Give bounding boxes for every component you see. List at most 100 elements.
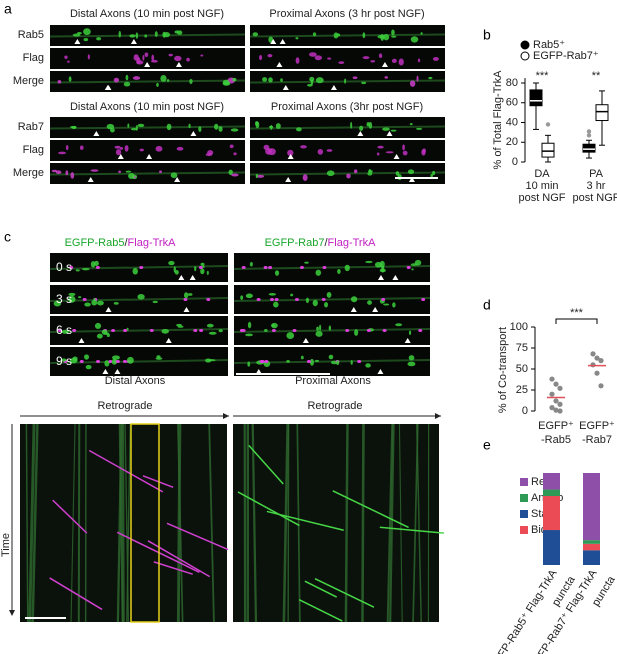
punctum (125, 74, 129, 81)
punctum (362, 56, 370, 60)
punctum (160, 75, 167, 82)
punctum (111, 358, 118, 365)
punctum (188, 123, 191, 129)
direction-label: Retrograde (307, 400, 362, 412)
punctum (83, 28, 91, 36)
punctum (314, 359, 320, 362)
row-label: Flag (23, 52, 44, 64)
arrowhead (190, 131, 197, 136)
y-tick-label: 75 (516, 342, 528, 354)
x-tick-label: DA (534, 168, 550, 180)
punctum (139, 148, 144, 152)
significance-bracket (555, 318, 598, 324)
punctum (57, 79, 62, 84)
punctum (198, 266, 203, 269)
y-tick-label: 100 (510, 321, 528, 333)
punctum (290, 293, 294, 297)
punctum (198, 126, 202, 132)
punctum (166, 79, 170, 82)
punctum (58, 329, 63, 332)
punctum (310, 79, 314, 86)
punctum (155, 357, 163, 360)
kymo-track (361, 423, 365, 623)
arrowhead (408, 177, 415, 182)
punctum (123, 329, 128, 332)
column-header: Distal Axons (10 min post NGF) (70, 101, 224, 113)
kymo-track (77, 423, 81, 623)
kymo-track (296, 423, 301, 623)
punctum (61, 329, 69, 334)
punctum (206, 323, 214, 328)
punctum (302, 174, 308, 182)
y-tick-label: 0 (522, 405, 528, 417)
punctum (111, 329, 116, 332)
punctum (417, 58, 421, 63)
punctum (268, 36, 274, 43)
arrow-head (223, 413, 229, 419)
punctum (112, 355, 120, 360)
axon (49, 328, 229, 333)
bar-segment (543, 489, 560, 496)
panel-letter: d (483, 297, 491, 313)
punctum (58, 151, 67, 155)
legend-marker (520, 51, 530, 61)
punctum (270, 298, 275, 301)
kymo-track (166, 522, 229, 551)
punctum (365, 363, 371, 368)
punctum (75, 269, 80, 272)
row-label: Merge (13, 167, 44, 179)
punctum (350, 360, 353, 365)
arrowhead (130, 39, 137, 44)
punctum (126, 356, 134, 364)
kymo-track (386, 423, 394, 623)
punctum (144, 34, 148, 38)
punctum (128, 173, 135, 180)
arrowhead (165, 338, 172, 343)
punctum (126, 327, 129, 331)
punctum (326, 170, 335, 177)
punctum (163, 32, 171, 38)
punctum (240, 295, 244, 300)
punctum (152, 300, 158, 304)
punctum (391, 58, 397, 63)
highlight (130, 423, 160, 623)
channel-label-part: / (124, 237, 128, 249)
punctum (168, 53, 173, 57)
punctum (381, 298, 386, 301)
punctum (132, 267, 138, 275)
panel-letter: b (483, 27, 491, 43)
punctum (407, 361, 416, 367)
punctum (421, 149, 426, 156)
punctum (402, 150, 408, 156)
punctum (79, 145, 84, 150)
arrowhead (117, 154, 124, 159)
punctum (87, 54, 90, 60)
punctum (123, 81, 131, 87)
punctum (350, 296, 358, 303)
punctum (344, 78, 347, 84)
punctum (83, 37, 89, 42)
punctum (346, 173, 351, 179)
data-point (590, 362, 596, 368)
punctum (67, 60, 70, 63)
punctum (68, 76, 72, 82)
legend-label: EGFP-Rab7⁺ (533, 50, 599, 62)
kymo-track (208, 423, 215, 623)
arrowhead (255, 369, 262, 374)
punctum (218, 329, 223, 333)
punctum (395, 323, 403, 327)
punctum (77, 31, 82, 35)
punctum (168, 260, 175, 266)
x-tick-label: -Rab7 (582, 434, 612, 446)
axon (249, 125, 446, 130)
punctum (286, 332, 295, 340)
punctum (174, 55, 182, 62)
punctum (344, 264, 350, 272)
punctum (326, 149, 333, 152)
punctum (127, 123, 130, 128)
punctum (159, 170, 162, 174)
time-label: 6 s (56, 323, 72, 337)
punctum (90, 261, 96, 268)
arrowhead (87, 177, 94, 182)
axon (49, 79, 246, 84)
